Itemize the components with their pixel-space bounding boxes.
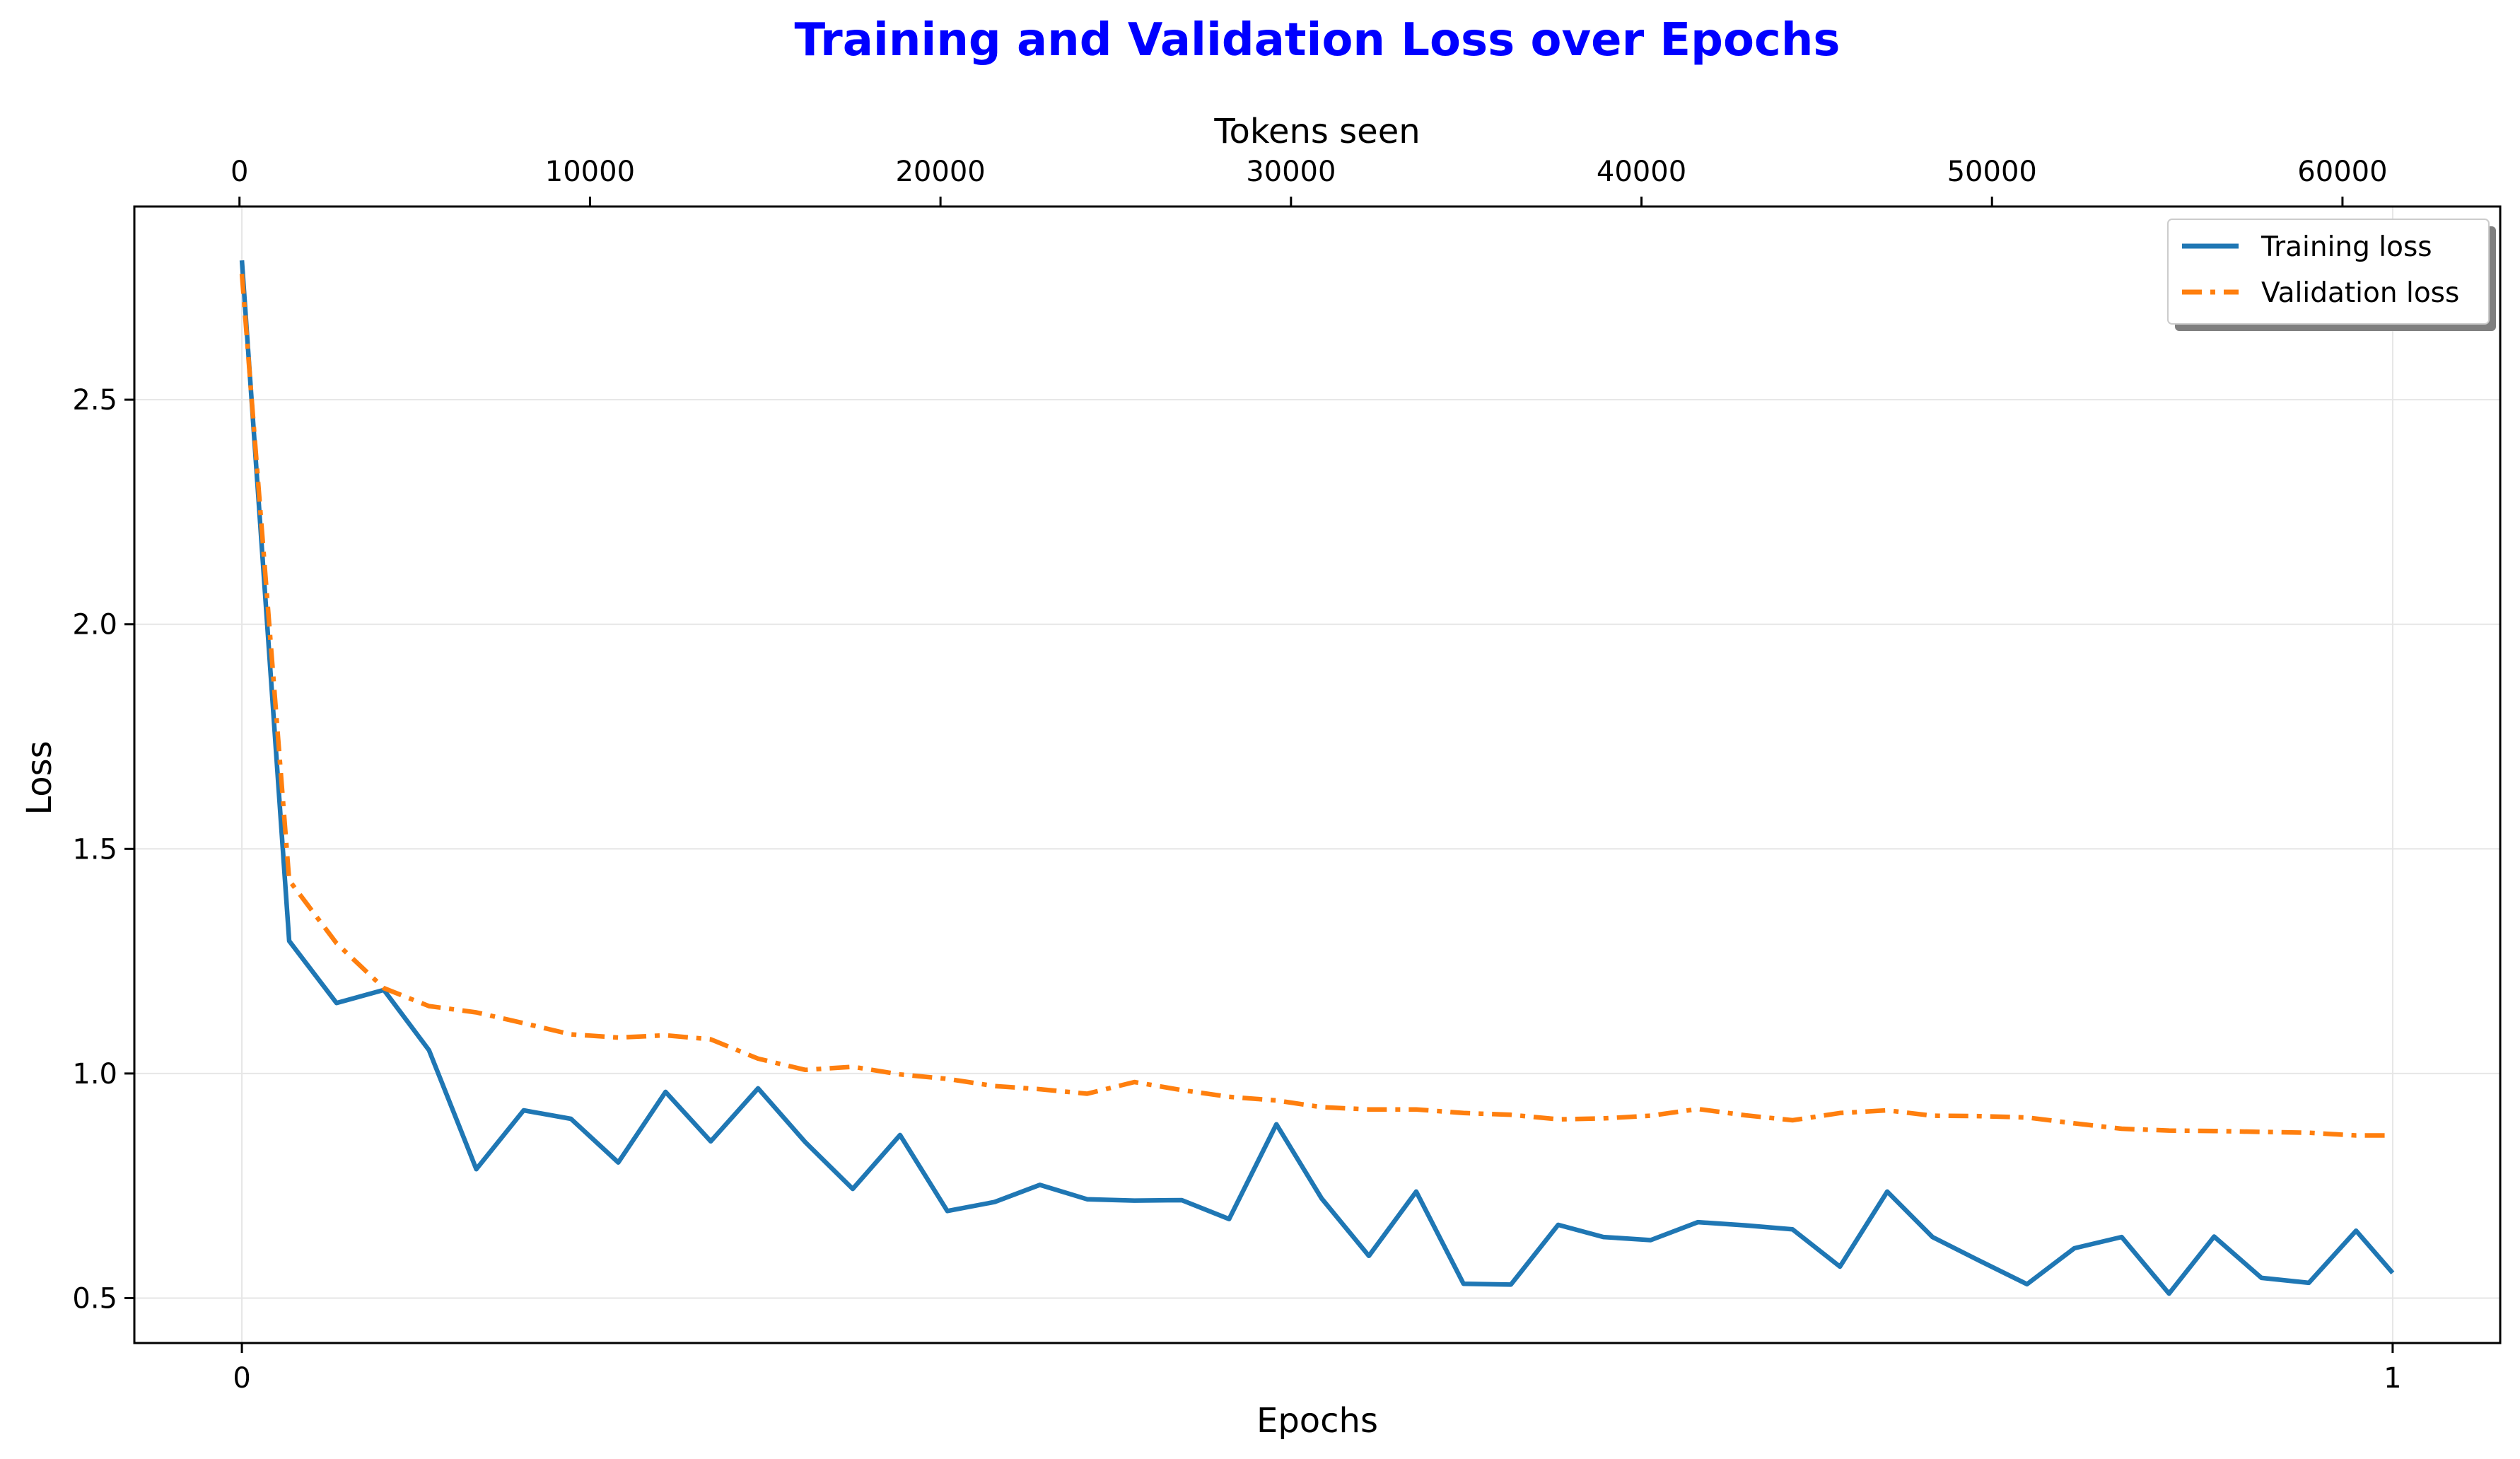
series-lines [239, 260, 2395, 1296]
top-axis-label: Tokens seen [1213, 112, 1420, 151]
top-tick-label-2: 20000 [895, 156, 985, 188]
y-axis-label: Loss [20, 740, 59, 815]
top-tick-label-0: 0 [231, 156, 248, 188]
series-line-1 [239, 274, 2393, 1138]
top-tick-label-1: 10000 [545, 156, 635, 188]
axis-ticks: 0.5 1.0 1.5 2.0 2.5 0 1 0 10000 20000 30000 40000 50… [72, 156, 2401, 1395]
y-tick-label-3: 2.0 [72, 609, 117, 641]
x-tick-label-1: 1 [2384, 1362, 2401, 1395]
chart-title: Training and Validation Loss over Epochs [795, 14, 1841, 66]
top-tick-label-3: 30000 [1246, 156, 1336, 188]
y-tick-label-1: 1.0 [72, 1058, 117, 1091]
grid [134, 207, 2500, 1343]
top-tick-label-6: 60000 [2297, 156, 2387, 188]
legend-label-training: Training loss [2261, 231, 2432, 263]
x-tick-label-0: 0 [233, 1362, 250, 1395]
plot-frame [133, 205, 2502, 1344]
y-tick-label-4: 2.5 [72, 384, 117, 417]
top-tick-label-5: 50000 [1947, 156, 2037, 188]
series-line-0 [239, 260, 2395, 1296]
top-tick-label-4: 40000 [1597, 156, 1686, 188]
x-axis-label: Epochs [1256, 1401, 1378, 1441]
y-tick-label-2: 1.5 [72, 833, 117, 866]
y-tick-label-0: 0.5 [72, 1282, 117, 1315]
legend-label-validation: Validation loss [2261, 277, 2459, 309]
legend: Training loss Validation loss [2167, 219, 2496, 331]
legend-box [2167, 219, 2490, 325]
